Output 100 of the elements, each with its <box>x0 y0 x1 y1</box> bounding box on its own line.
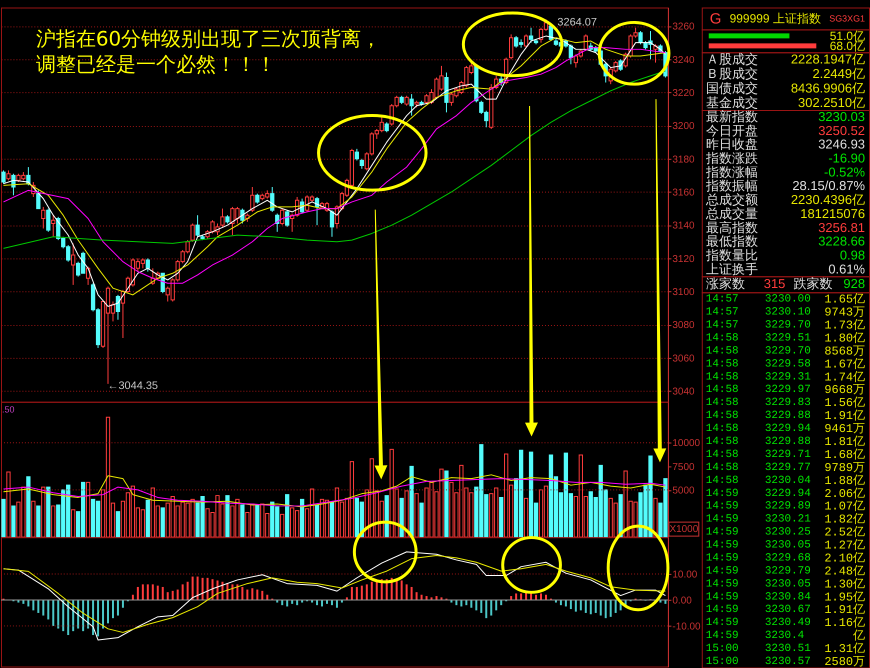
text: 181215076 <box>800 206 866 221</box>
bar <box>524 498 528 538</box>
text: 1.67亿 <box>824 357 866 372</box>
text: 指数涨跌 <box>704 150 758 166</box>
text: 基金成交 <box>706 94 758 110</box>
text: 9789万 <box>824 460 866 475</box>
text: 8568万 <box>824 344 866 358</box>
bar <box>280 514 284 538</box>
y-tick-label: 3040 <box>672 386 695 398</box>
text: 涨家数 <box>706 276 745 292</box>
y-tick-label: 3180 <box>672 154 695 166</box>
candlestick <box>404 95 409 106</box>
text: 14:57 3230.00 <box>706 294 811 306</box>
candlestick <box>354 148 359 161</box>
bar <box>240 504 245 538</box>
text: 2.48亿 <box>824 564 866 578</box>
text: 0.98 <box>840 247 866 262</box>
candlestick <box>220 208 225 228</box>
candlestick <box>524 34 528 48</box>
candlestick <box>285 210 290 228</box>
text: 调整已经是一个必然！！！ <box>36 53 276 76</box>
candlestick <box>36 190 40 210</box>
text: 1.74亿 <box>824 370 866 384</box>
text: 14:59 3230.49 <box>706 617 811 630</box>
y-tick-label: 3060 <box>672 353 695 364</box>
text: 14:59 3230.4 <box>706 630 805 642</box>
text: 指数涨幅 <box>704 164 758 180</box>
y-tick-label: 7500 <box>672 462 695 473</box>
text: 8436.9906亿 <box>790 80 866 96</box>
bar <box>11 505 16 538</box>
text: 2.10亿 <box>824 551 866 566</box>
text: 1.07亿 <box>824 500 866 514</box>
candlestick <box>409 94 414 116</box>
candlestick <box>240 208 245 224</box>
text: 3230.03 <box>818 108 866 124</box>
y-tick-label: 10.00 <box>672 569 698 580</box>
bar <box>86 482 90 538</box>
candlestick <box>41 206 46 229</box>
text: 3246.93 <box>818 136 866 152</box>
text: 14:58 3229.58 <box>706 358 811 370</box>
text: 0.61% <box>828 261 866 276</box>
text: 315 <box>764 276 786 292</box>
candlestick <box>146 258 150 272</box>
bar <box>414 493 419 538</box>
bar <box>31 500 36 538</box>
text: 14:58 3229.83 <box>706 397 811 410</box>
text: 3256.81 <box>818 220 866 235</box>
bar <box>71 509 76 538</box>
candlestick <box>270 186 274 212</box>
bar <box>314 504 320 538</box>
bar <box>404 490 409 538</box>
candlestick <box>1 170 6 184</box>
text: 14:59 3230.84 <box>706 591 812 604</box>
text: 今日开盘 <box>706 122 758 138</box>
text: 最高指数 <box>706 220 758 235</box>
y-tick-label: 3220 <box>672 88 695 99</box>
text: 3228.66 <box>818 234 866 249</box>
text: 14:58 3230.04 <box>706 474 812 487</box>
text: 14:58 3229.77 <box>706 462 811 474</box>
y-tick-label: 3260 <box>672 22 695 33</box>
text: 9461万 <box>824 422 866 436</box>
text: 昨日收盘 <box>706 136 758 152</box>
text: 上证换手 <box>706 261 758 276</box>
text: Ｂ股成交 <box>706 66 758 81</box>
text: 1.80亿 <box>824 331 866 346</box>
text: 14:57 3229.70 <box>706 320 811 332</box>
candlestick <box>360 158 364 170</box>
text: 14:59 3230.67 <box>706 604 811 616</box>
text: 1.27亿 <box>824 538 866 553</box>
text: 1.95亿 <box>824 590 866 604</box>
bar <box>499 496 504 538</box>
candlestick <box>384 122 389 133</box>
bar <box>419 502 424 538</box>
text: 1.65亿 <box>824 292 866 307</box>
text: 2228.1947亿 <box>790 52 866 66</box>
bar <box>51 505 56 538</box>
y-tick-label: 3080 <box>672 320 695 332</box>
y-axis-title: X1000 <box>669 524 699 536</box>
text: 2580万 <box>824 654 866 668</box>
text: 1.30亿 <box>824 577 866 592</box>
candlestick <box>280 208 284 226</box>
text: 沪指在60分钟级别出现了三次顶背离， <box>36 27 382 50</box>
annotation: 3264.07 <box>557 16 597 28</box>
bar <box>255 504 260 538</box>
text: Ａ股成交 <box>706 52 758 66</box>
bar <box>444 470 449 538</box>
text: 1.81亿 <box>824 434 866 449</box>
text: 14:58 3229.94 <box>706 423 812 436</box>
y-tick-label: 3200 <box>672 121 695 132</box>
candlestick <box>584 34 588 52</box>
text: 14:57 3230.10 <box>706 306 811 319</box>
bar <box>1 498 6 538</box>
data-label: 51.0亿 <box>830 28 866 43</box>
text: 14:58 3229.71 <box>706 448 812 461</box>
candlestick <box>6 170 11 181</box>
text: 2.52亿 <box>824 526 866 540</box>
text: 928 <box>843 276 866 292</box>
bar <box>300 498 304 538</box>
candlestick <box>509 34 514 60</box>
y-tick-label: 3100 <box>672 287 695 298</box>
